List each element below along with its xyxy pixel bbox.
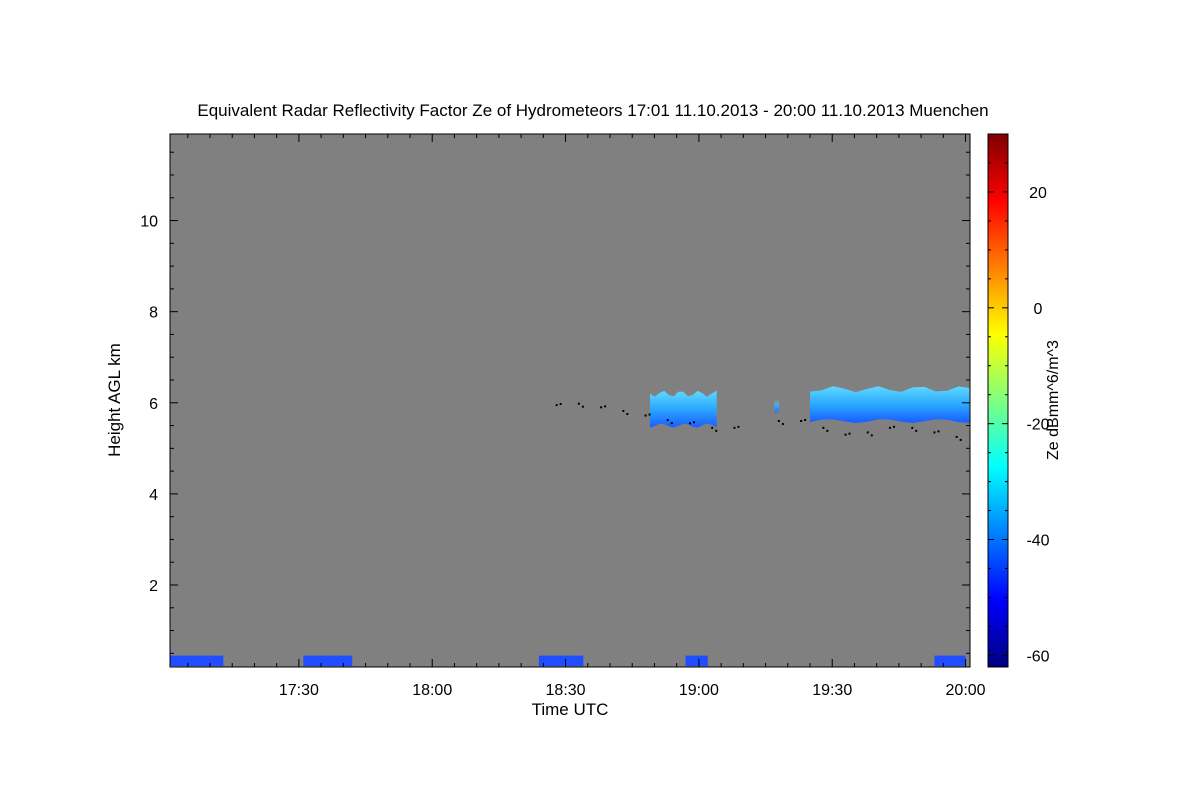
x-tick-label: 18:30 bbox=[546, 682, 586, 699]
cloud-base-dot bbox=[577, 402, 580, 405]
y-tick-label: 10 bbox=[140, 214, 158, 231]
x-tick-label: 20:00 bbox=[946, 682, 986, 699]
echo-region bbox=[650, 390, 717, 428]
cloud-base-dot bbox=[581, 405, 584, 408]
x-axis-label: Time UTC bbox=[532, 700, 609, 719]
cloud-base-dot bbox=[666, 419, 669, 422]
cloud-base-dot bbox=[711, 426, 714, 429]
cloud-base-dot bbox=[889, 426, 891, 429]
colorbar-tick-label: -60 bbox=[1026, 648, 1049, 665]
cloud-base-dot bbox=[777, 420, 780, 422]
cloud-base-dot bbox=[781, 423, 784, 425]
cloud-base-dot bbox=[866, 431, 869, 434]
y-axis-ticks: 2 4 6 8 10 bbox=[140, 151, 970, 654]
cloud-base-dot bbox=[933, 431, 936, 434]
cloud-base-dots bbox=[555, 402, 962, 441]
colorbar-tick-label: 0 bbox=[1034, 301, 1043, 318]
chart-title: Equivalent Radar Reflectivity Factor Ze … bbox=[197, 101, 988, 120]
cloud-base-dot bbox=[622, 409, 625, 412]
cloud-base-dot bbox=[689, 422, 691, 425]
echo-region bbox=[774, 399, 779, 414]
colorbar-label: Ze dBmm^6/m^3 bbox=[1045, 340, 1062, 460]
x-tick-label: 18:00 bbox=[412, 682, 452, 699]
colorbar-tick-label: -40 bbox=[1026, 533, 1049, 550]
cloud-base-dot bbox=[555, 404, 558, 407]
cloud-base-dot bbox=[959, 438, 962, 441]
cloud-base-dot bbox=[937, 430, 940, 433]
cloud-base-dot bbox=[826, 429, 829, 432]
x-tick-label: 19:30 bbox=[812, 682, 852, 699]
colorbar bbox=[987, 133, 1009, 668]
surface-echo bbox=[538, 655, 584, 667]
cloud-base-dot bbox=[911, 426, 914, 429]
cloud-base-dot bbox=[644, 414, 647, 417]
echo-layer bbox=[650, 386, 970, 428]
cloud-base-dot bbox=[559, 403, 562, 406]
x-tick-label: 19:00 bbox=[679, 682, 719, 699]
surface-echo bbox=[303, 655, 353, 667]
cloud-base-dot bbox=[670, 422, 673, 425]
colorbar-ticks: 20 0 -20 -40 -60 bbox=[988, 133, 1050, 665]
y-tick-label: 2 bbox=[149, 578, 158, 595]
x-tick-label: 17:30 bbox=[279, 682, 319, 699]
surface-echo bbox=[934, 655, 966, 667]
cloud-base-dot bbox=[822, 426, 825, 429]
cloud-base-dot bbox=[737, 425, 740, 428]
plot-frame bbox=[169, 133, 971, 668]
cloud-base-dot bbox=[848, 432, 851, 435]
cloud-base-dot bbox=[626, 412, 629, 415]
cloud-base-dot bbox=[604, 405, 607, 408]
cloud-base-dot bbox=[648, 413, 651, 416]
cloud-base-dot bbox=[600, 406, 603, 409]
y-axis-label: Height AGL km bbox=[105, 343, 124, 457]
cloud-base-dot bbox=[870, 434, 873, 437]
colorbar-tick-label: -20 bbox=[1026, 417, 1049, 434]
cloud-base-dot bbox=[693, 421, 695, 424]
cloud-base-dot bbox=[955, 435, 958, 438]
surface-echo bbox=[170, 655, 224, 667]
cloud-base-dot bbox=[844, 433, 847, 436]
cloud-base-dot bbox=[800, 420, 803, 422]
cloud-base-dot bbox=[915, 429, 918, 432]
y-tick-label: 8 bbox=[149, 305, 158, 322]
cloud-base-dot bbox=[804, 419, 807, 421]
cloud-base-dot bbox=[733, 426, 736, 429]
echo-region bbox=[810, 386, 970, 423]
x-axis-ticks: 17:30 18:00 18:30 19:00 19:30 20:00 bbox=[187, 134, 986, 699]
surface-echo bbox=[685, 655, 708, 667]
cloud-base-dot bbox=[715, 429, 718, 432]
y-tick-label: 4 bbox=[149, 487, 158, 504]
near-surface-echo-layer bbox=[170, 655, 966, 667]
y-tick-label: 6 bbox=[149, 396, 158, 413]
colorbar-tick-label: 20 bbox=[1029, 185, 1047, 202]
cloud-base-dot bbox=[893, 425, 895, 428]
